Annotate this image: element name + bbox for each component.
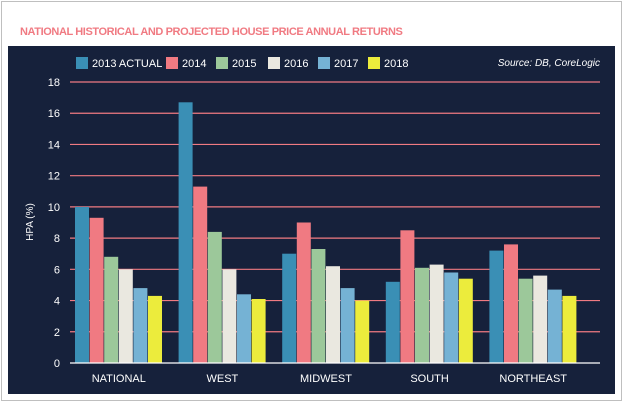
y-tick-label: 16 <box>48 108 60 120</box>
y-tick-label: 8 <box>54 233 60 245</box>
x-tick-label: WEST <box>207 373 239 385</box>
bar <box>355 300 370 363</box>
legend-swatch <box>368 57 380 69</box>
bars <box>75 102 577 364</box>
bar <box>118 269 133 363</box>
bar <box>415 267 429 363</box>
bar <box>104 256 119 363</box>
source-note: Source: DB, CoreLogic <box>498 58 600 69</box>
legend-swatch <box>268 57 280 69</box>
bar <box>547 289 562 363</box>
legend-swatch <box>166 57 178 69</box>
x-tick-label: NORTHEAST <box>499 373 567 385</box>
bar <box>458 278 473 363</box>
legend-swatch <box>318 57 330 69</box>
legend-swatch <box>216 57 228 69</box>
bar <box>222 269 237 363</box>
legend-label: 2017 <box>334 58 358 70</box>
legend: 2013 ACTUAL 2014 2015 2016 2017 2018 <box>76 57 408 70</box>
bar <box>311 249 326 363</box>
x-tick-label: SOUTH <box>410 373 449 385</box>
bar <box>489 250 504 363</box>
bar <box>400 230 415 363</box>
x-axis-labels: NATIONAL WEST MIDWEST SOUTH NORTHEAST <box>92 373 568 385</box>
bar <box>251 299 266 363</box>
y-axis-ticks: 0 2 4 6 8 10 12 14 16 18 <box>48 77 60 370</box>
bar <box>518 278 533 363</box>
bar <box>296 222 311 363</box>
bar <box>340 288 355 363</box>
y-tick-label: 10 <box>48 202 60 214</box>
bar <box>429 264 444 363</box>
y-tick-label: 6 <box>54 264 60 276</box>
y-tick-label: 4 <box>54 296 60 308</box>
bar <box>562 295 577 363</box>
legend-label: 2014 <box>182 58 206 70</box>
bar <box>75 206 89 363</box>
bar <box>237 294 251 363</box>
bar <box>193 186 208 363</box>
x-tick-label: MIDWEST <box>300 373 352 385</box>
legend-label: 2018 <box>384 58 408 70</box>
y-tick-label: 0 <box>54 358 60 370</box>
y-tick-label: 12 <box>48 171 60 183</box>
bar <box>533 275 548 363</box>
bar <box>148 295 162 363</box>
x-tick-label: NATIONAL <box>92 373 146 385</box>
bar <box>133 288 148 363</box>
y-tick-label: 18 <box>48 77 60 89</box>
legend-label: 2013 ACTUAL <box>92 58 162 70</box>
y-tick-label: 14 <box>48 139 60 151</box>
bar <box>385 281 400 363</box>
bar <box>326 266 340 363</box>
legend-label: 2016 <box>284 58 308 70</box>
bar <box>504 244 518 363</box>
bar <box>207 231 222 363</box>
chart-title: NATIONAL HISTORICAL AND PROJECTED HOUSE … <box>20 26 403 38</box>
legend-swatch <box>76 57 88 69</box>
y-axis-label: HPA (%) <box>25 203 36 241</box>
legend-label: 2015 <box>232 58 256 70</box>
bar <box>178 102 193 364</box>
bar <box>89 217 104 363</box>
bar <box>282 253 297 363</box>
bar <box>444 272 459 363</box>
y-tick-label: 2 <box>54 327 60 339</box>
